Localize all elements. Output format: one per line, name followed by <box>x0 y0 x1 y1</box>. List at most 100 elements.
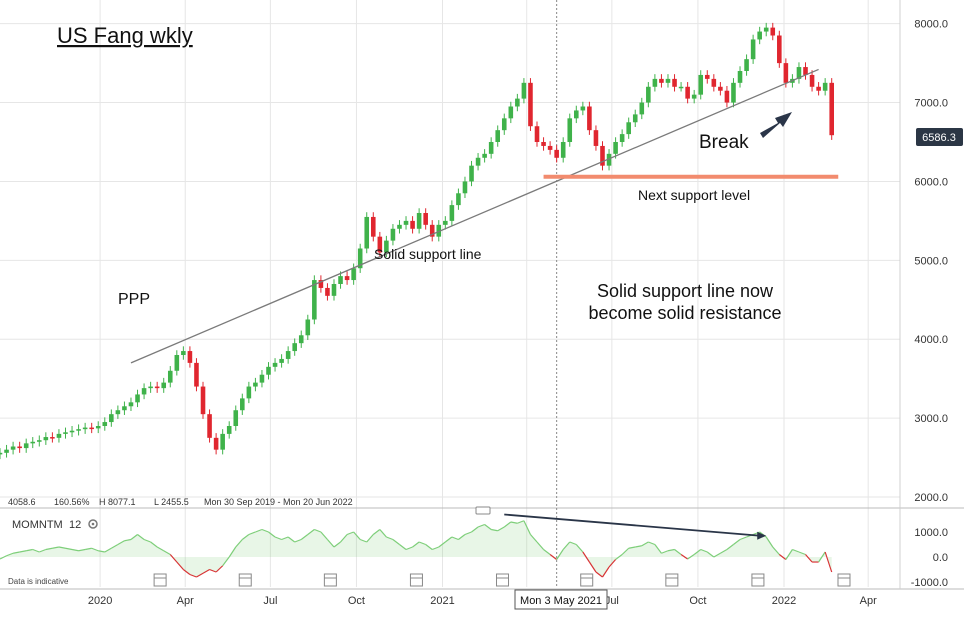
candle-body <box>606 153 612 166</box>
momentum-segment <box>386 536 394 541</box>
candle-body <box>475 157 481 166</box>
candle-body <box>704 74 710 79</box>
candle-body <box>43 437 49 441</box>
candle-body <box>416 213 422 229</box>
momentum-segment <box>438 541 446 548</box>
candle-body <box>30 441 36 444</box>
stat-high: H 8077.1 <box>99 497 136 507</box>
momentum-segment <box>824 551 833 573</box>
momentum-segment <box>91 547 99 552</box>
calendar-icon <box>580 573 594 587</box>
break-arrow <box>760 112 792 138</box>
momentum-segment <box>379 529 387 538</box>
candle-body <box>763 27 769 32</box>
momentum-segment <box>326 539 335 548</box>
disclaimer-text: Data is indicative <box>8 577 69 586</box>
stat-change: 160.56% <box>54 497 90 507</box>
momentum-segment <box>124 538 132 542</box>
candle-body <box>600 145 605 166</box>
candle-body <box>351 268 356 281</box>
candle-body <box>344 276 350 281</box>
calendar-icon <box>665 573 679 587</box>
candle-body <box>488 142 494 154</box>
momentum-segment <box>137 534 145 540</box>
candle-body <box>233 410 239 426</box>
candle-body <box>665 78 671 83</box>
candle-body <box>501 118 507 131</box>
momentum-segment <box>418 541 426 546</box>
candle-body <box>449 205 455 221</box>
candle-body <box>331 284 337 296</box>
candle-body <box>718 86 723 91</box>
candle-body <box>436 224 442 237</box>
momentum-segment <box>615 554 623 560</box>
momentum-segment <box>209 568 217 573</box>
crosshair-date-box <box>514 589 608 610</box>
candle-body <box>4 449 9 453</box>
candle-body <box>456 193 461 206</box>
candle-body <box>305 319 311 336</box>
candle-body <box>102 422 108 426</box>
y-tick-label: 6000.0 <box>914 176 948 188</box>
momentum-segment <box>274 536 282 541</box>
momentum-segment <box>392 539 400 545</box>
candle-body <box>796 67 802 79</box>
momentum-segment <box>661 550 669 554</box>
candle-body <box>194 362 199 387</box>
momentum-segment <box>543 549 551 555</box>
candle-body <box>462 181 468 194</box>
momentum-segment <box>222 556 230 567</box>
candle-body <box>816 86 821 91</box>
candle-body <box>135 394 140 403</box>
momentum-segment <box>569 541 577 546</box>
momentum-segment <box>667 548 675 552</box>
momentum-segment <box>294 538 302 543</box>
candle-body <box>646 86 651 103</box>
candle-body <box>292 343 297 352</box>
momentum-segment <box>778 554 787 560</box>
momentum-segment <box>359 538 367 543</box>
momentum-segment <box>117 540 125 546</box>
momentum-segment <box>71 548 79 552</box>
momentum-segment <box>706 551 715 558</box>
x-tick-label: 2020 <box>88 595 112 607</box>
resistance-annotation-line2: become solid resistance <box>588 303 781 323</box>
pane-resize-handle[interactable] <box>475 506 491 515</box>
momentum-segment <box>510 521 518 524</box>
calendar-icon-body <box>496 573 510 587</box>
momentum-segment <box>26 548 33 552</box>
momentum-segment <box>156 546 165 552</box>
candle-body <box>325 287 330 296</box>
momentum-segment <box>517 520 525 524</box>
candle-body <box>659 78 664 83</box>
candle-body <box>515 98 520 107</box>
candle-body <box>109 414 114 423</box>
candle-body <box>17 446 22 449</box>
momentum-segment <box>464 531 472 536</box>
momentum-segment <box>52 546 60 549</box>
candle-body <box>318 280 324 288</box>
calendar-icon-body <box>751 573 765 587</box>
momentum-segment <box>425 544 433 550</box>
candle-body <box>731 82 736 103</box>
momentum-segment <box>785 549 793 560</box>
momentum-segment <box>111 543 119 549</box>
momentum-segment <box>183 569 191 575</box>
momentum-segment <box>588 561 597 573</box>
momentum-segment <box>333 541 341 548</box>
momentum-segment <box>818 551 826 563</box>
candle-body <box>240 398 245 411</box>
momentum-segment <box>720 548 728 554</box>
candle-body <box>685 86 690 99</box>
x-tick-label: Jul <box>263 595 277 607</box>
candle-body <box>10 446 16 450</box>
momentum-segment <box>268 531 276 538</box>
candle-body <box>266 366 271 375</box>
momentum-segment <box>536 541 545 550</box>
momentum-segment <box>12 551 20 554</box>
calendar-icon <box>496 573 510 587</box>
indicator-settings-icon[interactable] <box>88 519 98 529</box>
momentum-segment <box>595 571 603 578</box>
